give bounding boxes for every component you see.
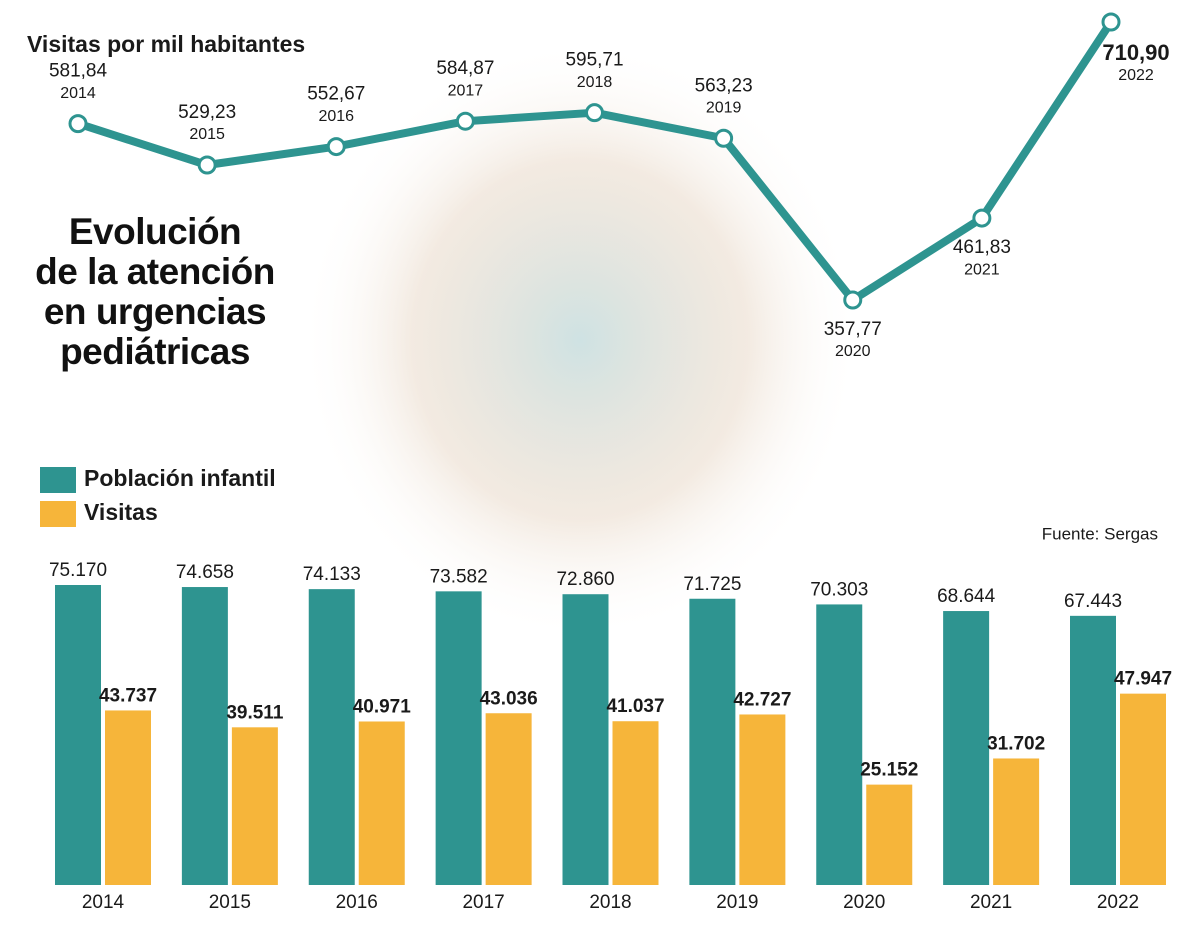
source: Fuente: Sergas [1042,524,1158,543]
x-tick-label: 2021 [970,892,1012,913]
legend-label: Visitas [84,499,158,525]
line-title: Visitas por mil habitantes [27,31,305,57]
category-label: 2017 [448,82,484,99]
value-label: 74.658 [176,562,234,583]
value-label: 43.036 [480,688,538,709]
value-label: 710,90 [1102,40,1169,65]
value-label: 73.582 [430,566,488,587]
value-label: 70.303 [810,579,868,600]
headline-line: pediátricas [60,331,250,372]
headline-line: Evolución [68,211,242,252]
bar [1070,615,1116,885]
legend-swatch [40,501,76,527]
bar [485,713,532,885]
value-label: 41.037 [606,696,664,717]
value-label: 584,87 [436,58,494,79]
bar [689,598,736,885]
point [68,114,88,134]
x-tick-label: 2022 [1097,892,1139,913]
category-label: 2021 [964,261,1000,278]
value-label: 31.702 [987,733,1045,754]
point [714,128,734,148]
value-label: 357,77 [824,319,882,340]
category-label: 2020 [835,343,871,360]
bar [231,727,278,885]
x-tick-label: 2020 [843,892,885,913]
bar [816,604,863,885]
value-label: 68.644 [937,586,996,607]
bar [181,587,228,885]
point [197,155,217,175]
bar [1120,693,1166,885]
headline-line: en urgencias [43,291,267,332]
bar [993,758,1040,885]
category-label: 2016 [318,108,354,125]
point [843,290,863,310]
bar [612,721,659,885]
bar [562,594,609,885]
point [326,137,346,157]
value-label: 47.947 [1114,669,1172,690]
point [972,208,992,228]
value-label: 552,67 [307,84,365,105]
bar [866,784,913,885]
illustration-background [300,40,860,640]
category-label: 2022 [1118,67,1154,84]
value-label: 581,84 [49,61,108,82]
value-label: 461,83 [953,237,1011,258]
x-tick-label: 2014 [82,892,125,913]
bar [739,714,786,885]
bar [105,710,151,885]
value-label: 39.511 [226,702,283,723]
x-tick-label: 2016 [336,892,378,913]
bar [55,585,101,885]
point [455,111,475,131]
value-label: 74.133 [303,564,361,585]
point [585,103,604,123]
value-label: 75.170 [49,560,107,581]
value-label: 67.443 [1064,591,1122,612]
bar [435,591,482,885]
bar [308,589,355,885]
value-label: 595,71 [565,50,623,71]
x-tick-label: 2018 [589,892,631,913]
category-label: 2014 [60,85,96,102]
x-tick-label: 2017 [462,892,504,913]
headline: Evolución de la atención en urgencias pediá… [20,212,290,372]
x-tick-label: 2019 [716,892,758,913]
category-label: 2015 [189,126,225,143]
value-label: 42.727 [733,689,791,710]
value-label: 40.971 [353,697,412,718]
value-label: 72.860 [556,569,614,590]
x-tick-label: 2015 [209,892,251,913]
value-label: 25.152 [860,760,918,781]
point [1101,12,1121,32]
legend-label: Población infantil [84,465,276,491]
headline-line: de la atención [35,251,275,292]
value-label: 43.737 [99,685,157,706]
legend-swatch [40,467,76,493]
value-label: 71.725 [683,574,741,595]
bar [943,611,990,885]
value-label: 563,23 [695,75,753,96]
category-label: 2019 [706,99,742,116]
category-label: 2018 [577,74,613,91]
bar [358,721,405,885]
value-label: 529,23 [178,102,236,123]
